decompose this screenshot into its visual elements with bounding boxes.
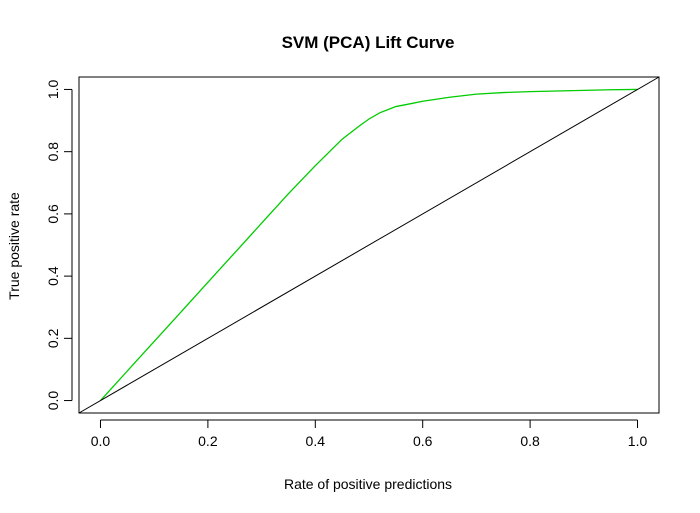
- y-tick-label: 0.8: [45, 142, 61, 162]
- x-tick-label: 0.8: [520, 433, 540, 449]
- x-tick-label: 0.0: [91, 433, 111, 449]
- y-tick-label: 0.2: [45, 328, 61, 348]
- baseline-diagonal-line: [78, 76, 660, 414]
- lift-curve-line: [99, 88, 638, 401]
- y-tick-label: 0.0: [45, 391, 61, 411]
- y-axis-label: True positive rate: [6, 192, 22, 300]
- plot-area: 0.0 0.2 0.4 0.6 0.8 1.0 0.0 0.2 0.4 0.6 0.8 1.0: [45, 76, 660, 449]
- y-tick-label: 0.4: [45, 266, 61, 286]
- x-tick-label: 1.0: [628, 433, 648, 449]
- plot-frame: [78, 76, 660, 414]
- x-tick-label: 0.4: [306, 433, 326, 449]
- y-tick-label: 0.6: [45, 204, 61, 224]
- x-tick-label: 0.2: [198, 433, 218, 449]
- x-tick-label: 0.6: [413, 433, 433, 449]
- chart-title: SVM (PCA) Lift Curve: [282, 33, 455, 52]
- y-tick-label: 1.0: [45, 80, 61, 100]
- x-axis-label: Rate of positive predictions: [284, 476, 452, 492]
